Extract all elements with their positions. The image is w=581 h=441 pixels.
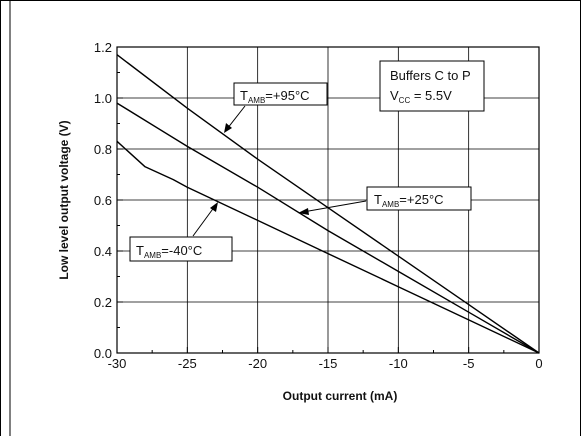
y-tick-label: 0.0 <box>94 346 112 361</box>
annotation-95c-box <box>233 82 328 106</box>
x-tick-label: -25 <box>178 356 197 371</box>
info-box-line2: VCC = 5.5V <box>390 88 452 105</box>
info-box-line1: Buffers C to P <box>390 68 471 83</box>
series-line-neg40c <box>116 140 540 354</box>
y-tick-label: 0.2 <box>94 295 112 310</box>
annotation-95c-arrowhead <box>224 123 232 133</box>
annotation-neg40c-arrow <box>192 205 216 237</box>
x-tick-label: -30 <box>108 356 127 371</box>
tick-labels: -30 -25 -20 -15 -10 -5 0 0.0 0.2 0.4 0.6 0.8 1.0 1.2 <box>94 40 543 371</box>
y-tick-label: 0.4 <box>94 244 112 259</box>
y-tick-label: 0.8 <box>94 142 112 157</box>
annotation-25c-arrow <box>302 200 367 213</box>
annotation-neg40c: TAMB=-40°C <box>129 236 233 262</box>
axis-ticks <box>116 46 540 354</box>
annotation-25c: TAMB=+25°C <box>366 186 472 211</box>
y-axis-title: Low level output voltage (V) <box>57 120 71 279</box>
info-box: Buffers C to P VCC = 5.5V <box>379 60 485 112</box>
y-tick-label: 0.6 <box>94 193 112 208</box>
annotation-95c: TAMB=+95°C <box>233 82 328 106</box>
x-tick-label: -10 <box>389 356 408 371</box>
info-box-frame <box>379 60 485 112</box>
annotation-95c-text: TAMB=+95°C <box>240 88 310 105</box>
x-axis-title: Output current (mA) <box>283 389 398 403</box>
x-tick-label: -20 <box>248 356 267 371</box>
series-line-25c <box>116 102 540 354</box>
y-tick-label: 1.2 <box>94 40 112 55</box>
annotation-neg40c-box <box>129 236 233 262</box>
annotation-25c-arrowhead <box>298 208 309 215</box>
annotation-neg40c-text: TAMB=-40°C <box>136 243 202 260</box>
annotation-25c-text: TAMB=+25°C <box>374 192 444 209</box>
y-tick-label: 1.0 <box>94 91 112 106</box>
annotation-25c-box <box>366 186 472 211</box>
x-tick-label: -5 <box>463 356 475 371</box>
annotation-95c-arrow <box>226 105 246 130</box>
x-tick-label: -15 <box>319 356 338 371</box>
x-tick-label: 0 <box>535 356 542 371</box>
annotation-neg40c-arrowhead <box>210 202 218 212</box>
plot-area-frame <box>116 46 540 354</box>
